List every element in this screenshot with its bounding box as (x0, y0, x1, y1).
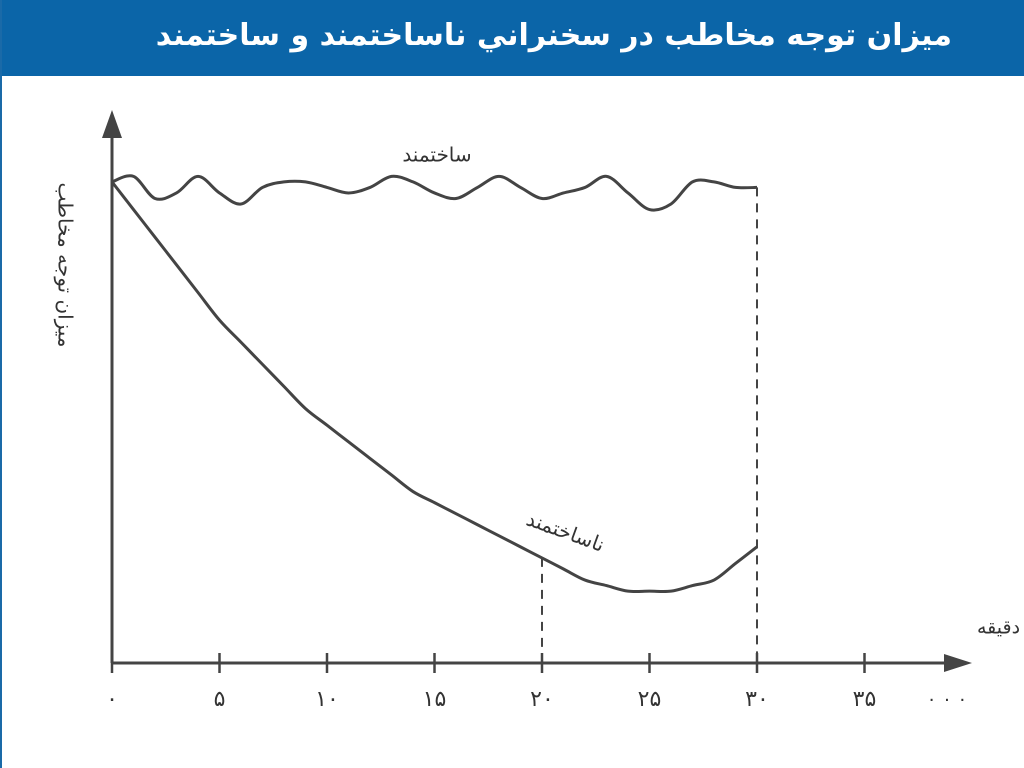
x-tick-label: ۱۵ (423, 687, 447, 712)
y-axis-arrow (102, 110, 122, 138)
x-tick-label: ۵ (214, 687, 226, 712)
series-line (111, 174, 758, 212)
y-axis-label: میزان توجه مخاطب (54, 183, 78, 348)
series-label: ناساختمند (523, 506, 607, 556)
x-tick-label: ۳۰ (745, 687, 769, 712)
x-tick-label: ۰ (106, 687, 118, 712)
x-tick-label: ۲۰ (530, 687, 554, 712)
x-tick-label: ۳۵ (853, 687, 877, 712)
series-line (110, 180, 758, 594)
series-label: ساختمند (402, 143, 471, 167)
x-continuation: ۰ ۰ ۰ (927, 689, 967, 710)
x-tick-label: ۱۰ (315, 687, 339, 712)
x-tick-label: ۲۵ (638, 687, 662, 712)
x-axis-arrow (944, 654, 972, 672)
title-bar: میزان توجه مخاطب در سخنراني ناساختمند و … (2, 0, 1024, 76)
x-axis-label: زمان به دقیقه (977, 617, 1024, 639)
slide-title: میزان توجه مخاطب در سخنراني ناساختمند و … (155, 18, 952, 53)
